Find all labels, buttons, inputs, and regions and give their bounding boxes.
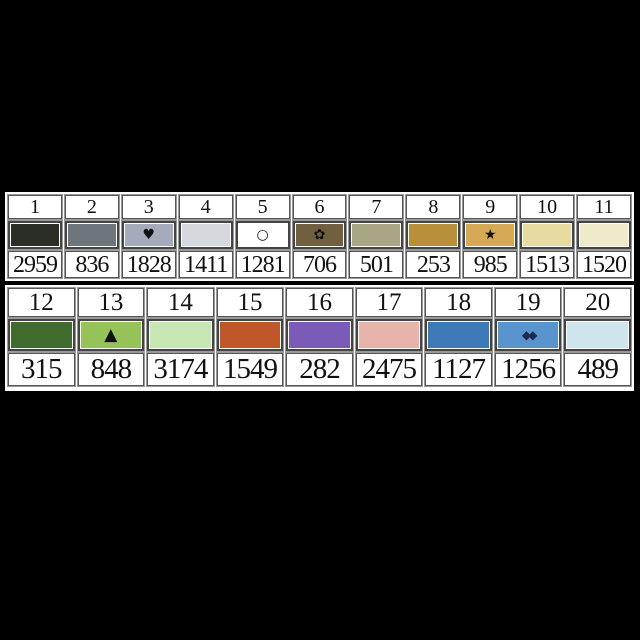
thread-code: 253 bbox=[406, 251, 461, 278]
legend-number: 12 bbox=[8, 288, 75, 317]
color-swatch bbox=[520, 221, 575, 249]
legend-number: 1 bbox=[8, 195, 62, 219]
thread-code: 848 bbox=[77, 353, 145, 386]
legend-panel-1: 1 2 3 4 5 6 7 8 9 10 11 ♥ ○ ✿ ★ 2959 836 1828 1411 1281 706 5… bbox=[5, 192, 634, 281]
legend-number: 15 bbox=[216, 288, 284, 317]
legend-panel-2: 12 13 14 15 16 17 18 19 20 ▲ ◆◆ 315 848 3174 1549 282 24… bbox=[5, 285, 634, 391]
legend-number: 13 bbox=[77, 288, 145, 317]
thread-code: 1411 bbox=[178, 251, 233, 278]
color-swatch: ✿ bbox=[292, 221, 347, 249]
thread-code: 1520 bbox=[577, 251, 631, 278]
color-swatch bbox=[564, 319, 631, 351]
thread-code: 282 bbox=[286, 353, 353, 386]
color-swatch: ♥ bbox=[121, 221, 176, 249]
color-swatch bbox=[178, 221, 233, 249]
legend-number: 3 bbox=[121, 195, 176, 219]
star-icon: ★ bbox=[483, 227, 497, 243]
color-swatch bbox=[64, 221, 119, 249]
legend-number: 5 bbox=[235, 195, 290, 219]
flower-icon: ✿ bbox=[313, 227, 326, 243]
triangle-icon: ▲ bbox=[104, 324, 118, 345]
thread-code: 985 bbox=[463, 251, 518, 278]
thread-code: 2475 bbox=[355, 353, 423, 386]
legend-number: 20 bbox=[564, 288, 631, 317]
legend-number: 8 bbox=[406, 195, 461, 219]
color-swatch bbox=[286, 319, 353, 351]
legend-number: 11 bbox=[577, 195, 631, 219]
legend-number: 9 bbox=[463, 195, 518, 219]
color-swatch bbox=[425, 319, 492, 351]
legend-number: 16 bbox=[286, 288, 353, 317]
thread-code: 1828 bbox=[121, 251, 176, 278]
color-swatch bbox=[8, 221, 62, 249]
legend-number: 6 bbox=[292, 195, 347, 219]
color-swatch bbox=[577, 221, 631, 249]
thread-code: 1281 bbox=[235, 251, 290, 278]
color-swatch: ★ bbox=[463, 221, 518, 249]
color-swatch bbox=[8, 319, 75, 351]
color-swatch bbox=[147, 319, 214, 351]
double-diamond-icon: ◆◆ bbox=[521, 328, 538, 342]
color-swatch: ◆◆ bbox=[494, 319, 562, 351]
legend-number: 10 bbox=[520, 195, 575, 219]
thread-code: 1549 bbox=[216, 353, 284, 386]
thread-code: 489 bbox=[564, 353, 631, 386]
legend-number: 14 bbox=[147, 288, 214, 317]
thread-code: 315 bbox=[8, 353, 75, 386]
heart-icon: ♥ bbox=[142, 227, 156, 243]
color-swatch bbox=[216, 319, 284, 351]
legend-number: 19 bbox=[494, 288, 562, 317]
thread-code: 2959 bbox=[8, 251, 62, 278]
legend-number: 18 bbox=[425, 288, 492, 317]
thread-code: 706 bbox=[292, 251, 347, 278]
color-swatch bbox=[406, 221, 461, 249]
thread-code: 3174 bbox=[147, 353, 214, 386]
color-swatch: ○ bbox=[235, 221, 290, 249]
thread-code: 1513 bbox=[520, 251, 575, 278]
thread-code: 1256 bbox=[494, 353, 562, 386]
color-swatch: ▲ bbox=[77, 319, 145, 351]
color-swatch bbox=[349, 221, 404, 249]
legend-number: 17 bbox=[355, 288, 423, 317]
thread-code: 1127 bbox=[425, 353, 492, 386]
thread-code: 836 bbox=[64, 251, 119, 278]
legend-number: 2 bbox=[64, 195, 119, 219]
thread-code: 501 bbox=[349, 251, 404, 278]
circle-icon: ○ bbox=[256, 227, 269, 243]
color-swatch bbox=[355, 319, 423, 351]
legend-number: 7 bbox=[349, 195, 404, 219]
legend-number: 4 bbox=[178, 195, 233, 219]
